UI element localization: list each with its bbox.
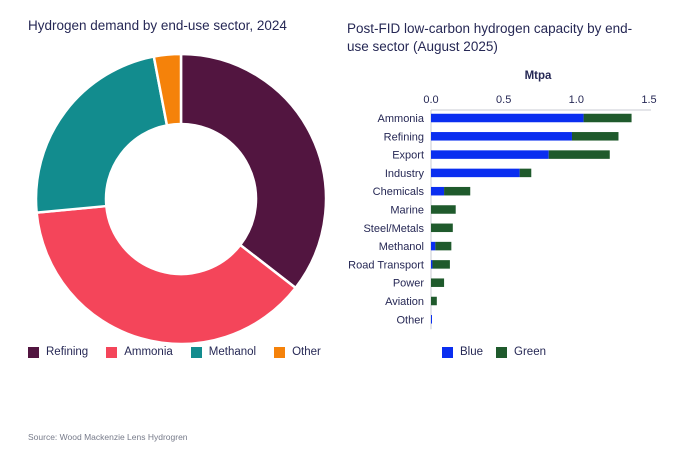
legend-swatch <box>190 346 202 358</box>
legend-label: Other <box>292 346 321 358</box>
legend-swatch <box>28 346 39 358</box>
source-note: Source: Wood Mackenzie Lens Hydrogren <box>28 432 188 442</box>
legend-swatch <box>274 346 286 358</box>
category-label: Power <box>393 278 425 290</box>
donut-slice-refining <box>179 52 328 290</box>
donut-chart <box>34 52 328 346</box>
donut-slice-methanol <box>34 55 169 215</box>
bar-blue-refining <box>431 132 572 141</box>
bar-green-road-transport <box>432 260 450 269</box>
bar-green-ammonia <box>583 113 632 123</box>
legend-label: Refining <box>46 346 89 358</box>
category-label: Refining <box>384 131 424 143</box>
bar-blue-road-transport <box>431 260 433 269</box>
legend-item-other: Other <box>274 346 321 358</box>
bar-blue-ammonia <box>431 113 584 123</box>
bar-blue-industry <box>431 168 520 178</box>
legend-item-methanol: Methanol <box>190 346 257 358</box>
category-label: Steel/Metals <box>363 223 424 235</box>
category-label: Marine <box>390 205 424 217</box>
bar-green-steel-metals <box>431 223 453 233</box>
bar-green-industry <box>519 168 532 178</box>
bar-chart-title: Post-FID low-carbon hydrogen capacity by… <box>347 21 633 54</box>
bar-green-methanol <box>435 241 452 251</box>
category-label: Export <box>392 150 424 162</box>
category-label: Aviation <box>385 296 424 308</box>
category-label: Road Transport <box>348 259 424 271</box>
x-tick-label: 1.5 <box>641 94 656 106</box>
donut-slice-ammonia <box>35 204 298 346</box>
donut-chart-title: Hydrogen demand by end-use sector, 2024 <box>28 18 287 33</box>
bar-blue-chemicals <box>431 186 445 196</box>
bar-green-aviation <box>431 296 437 306</box>
legend-swatch <box>106 346 118 358</box>
legend-label: Green <box>514 346 546 358</box>
legend-swatch <box>496 346 508 358</box>
x-tick-label: 0.5 <box>496 94 511 106</box>
x-tick-label: 0.0 <box>423 94 438 106</box>
x-tick-label: 1.0 <box>569 94 584 106</box>
legend-label: Ammonia <box>124 346 173 358</box>
category-label: Methanol <box>379 241 424 253</box>
bar-green-chemicals <box>444 186 471 196</box>
donut-legend: Refining Ammonia Methanol Other <box>28 346 339 358</box>
bar-blue-export <box>431 150 549 159</box>
legend-item-blue: Blue <box>442 346 483 358</box>
bar-green-marine <box>431 205 456 214</box>
legend-label: Blue <box>460 346 484 358</box>
legend-item-refining: Refining <box>28 346 88 358</box>
bar-chart: Mtpa 0.0 0.5 1.0 1.5 Ammonia Refining Export In… <box>348 70 657 330</box>
x-axis-unit-label: Mtpa <box>525 70 552 82</box>
legend-swatch <box>442 346 453 358</box>
legend-label: Methanol <box>208 346 257 358</box>
bar-blue-other <box>431 315 432 324</box>
bar-blue-methanol <box>431 241 436 251</box>
category-label: Chemicals <box>373 186 425 198</box>
donut-slice-other <box>152 52 183 127</box>
category-label: Industry <box>385 168 425 180</box>
category-label: Ammonia <box>378 113 425 125</box>
legend-item-ammonia: Ammonia <box>106 346 173 358</box>
bar-green-refining <box>571 132 619 141</box>
bar-legend: Blue Green <box>442 346 559 358</box>
category-label: Other <box>396 314 424 326</box>
bar-green-export <box>548 150 610 159</box>
bar-green-power <box>431 278 445 287</box>
legend-item-green: Green <box>496 346 546 358</box>
